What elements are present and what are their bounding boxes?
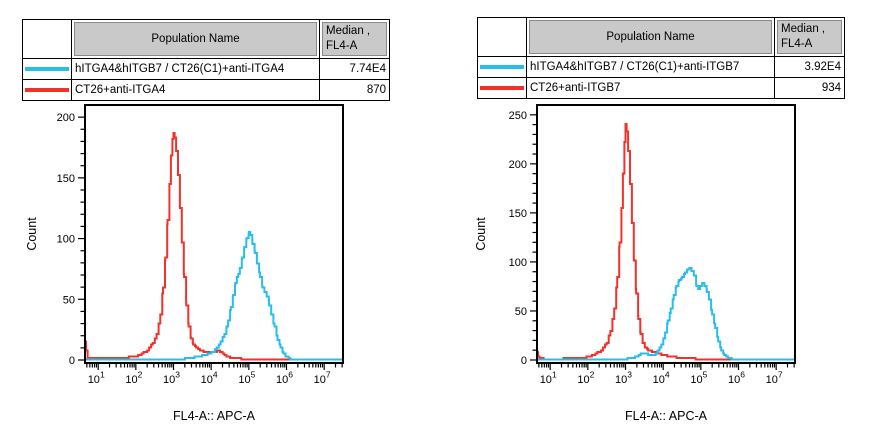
axes-ticks: [78, 116, 343, 370]
x-tick-label: 106: [728, 370, 745, 387]
population-header-label: Population Name: [74, 22, 317, 56]
median-header-label: Median , FL4-A: [322, 22, 387, 56]
x-tick-label: 101: [540, 370, 557, 387]
legend-swatch-cell: [22, 58, 72, 80]
median-value-cell: 3.92E4: [774, 56, 845, 78]
legend-row: hITGA4&hITGB7 / CT26(C1)+anti-ITGA4 7.74E…: [22, 58, 390, 80]
median-header-label: Median , FL4-A: [777, 20, 842, 54]
legend-swatch-header-cell: [477, 17, 527, 57]
plot-area: [536, 104, 796, 364]
legend-swatch-cell: [477, 77, 527, 99]
y-axis-title: Count: [25, 217, 39, 251]
population-name-cell: hITGA4&hITGB7 / CT26(C1)+anti-ITGA4: [71, 58, 320, 80]
legend-population-header-cell: Population Name: [526, 17, 775, 57]
y-tick-label: 0: [69, 355, 75, 367]
legend-swatch-cell: [22, 79, 72, 101]
x-tick-label: 107: [766, 370, 783, 387]
population-name-cell: hITGA4&hITGB7 / CT26(C1)+anti-ITGB7: [526, 56, 775, 78]
plot-area: [84, 104, 344, 364]
legend-row: hITGA4&hITGB7 / CT26(C1)+anti-ITGB7 3.92E…: [477, 56, 845, 78]
y-tick-label: 50: [515, 306, 527, 318]
x-tick-label: 103: [615, 370, 632, 387]
x-tick-label: 103: [163, 370, 180, 387]
series-color-swatch: [25, 67, 69, 71]
x-tick-label: 102: [577, 370, 594, 387]
legend-table: Population Name Median , FL4-A hITGA4&hI…: [477, 17, 845, 99]
population-header-label: Population Name: [529, 20, 772, 54]
flow-histogram-anti-itgb7: 101 102 103 104 105 106 107 0 50 100 150 200 250 FL4-…: [474, 104, 796, 423]
legend-table: Population Name Median , FL4-A hITGA4&hI…: [22, 19, 390, 101]
x-tick-label: 101: [88, 370, 105, 387]
legend-swatch-header-cell: [22, 19, 72, 59]
y-tick-label: 200: [57, 112, 75, 124]
population-name-cell: CT26+anti-ITGB7: [526, 77, 775, 99]
x-tick-label: 105: [690, 370, 707, 387]
x-axis-title: FL4-A:: APC-A: [173, 409, 256, 423]
y-tick-label: 200: [509, 159, 527, 171]
y-tick-label: 150: [57, 173, 75, 185]
x-tick-label: 106: [276, 370, 293, 387]
legend-swatch-cell: [477, 56, 527, 78]
legend-population-header-cell: Population Name: [71, 19, 320, 59]
x-axis-title: FL4-A:: APC-A: [625, 409, 708, 423]
median-value-cell: 870: [319, 79, 390, 101]
series-curve-0: [538, 267, 794, 361]
axes-ticks: [530, 114, 795, 370]
y-tick-label: 100: [509, 257, 527, 269]
x-tick-label: 104: [201, 370, 218, 387]
population-name-cell: CT26+anti-ITGA4: [71, 79, 320, 101]
x-tick-label: 107: [314, 370, 331, 387]
series-color-swatch: [480, 86, 524, 90]
legend-median-header-cell: Median , FL4-A: [774, 17, 845, 57]
legend-row: CT26+anti-ITGA4 870: [22, 79, 390, 101]
series-curve-0: [86, 231, 342, 361]
series-color-swatch: [25, 88, 69, 92]
median-value-cell: 934: [774, 77, 845, 99]
y-tick-label: 50: [63, 294, 75, 306]
legend-header-row: Population Name Median , FL4-A: [477, 17, 845, 57]
x-tick-label: 105: [238, 370, 255, 387]
x-tick-label: 104: [653, 370, 670, 387]
legend-header-row: Population Name Median , FL4-A: [22, 19, 390, 59]
y-tick-label: 0: [521, 355, 527, 367]
series-curve-1: [86, 132, 342, 361]
legend-row: CT26+anti-ITGB7 934: [477, 77, 845, 99]
y-tick-label: 100: [57, 234, 75, 246]
series-color-swatch: [480, 65, 524, 69]
legend-median-header-cell: Median , FL4-A: [319, 19, 390, 59]
x-tick-label: 102: [125, 370, 142, 387]
median-value-cell: 7.74E4: [319, 58, 390, 80]
y-tick-label: 250: [509, 110, 527, 122]
flow-histogram-anti-itga4: 101 102 103 104 105 106 107 0 50 100 150 200FL4-A::…: [25, 104, 344, 423]
y-axis-title: Count: [474, 217, 488, 251]
y-tick-label: 150: [509, 208, 527, 220]
